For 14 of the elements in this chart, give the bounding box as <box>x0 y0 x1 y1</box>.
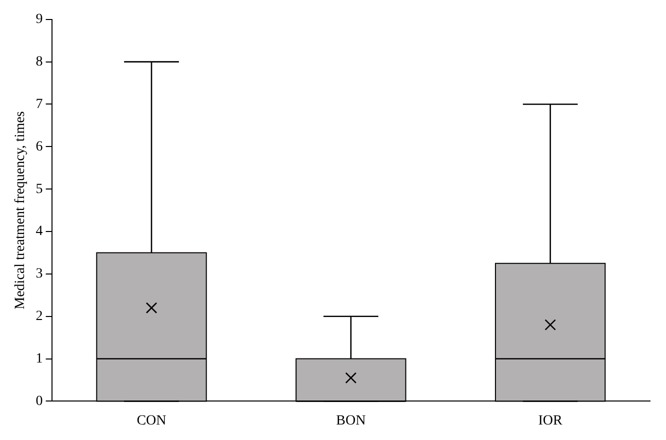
y-tick-label: 7 <box>36 96 43 112</box>
x-tick-label: IOR <box>538 413 564 428</box>
y-tick-label: 0 <box>36 394 43 409</box>
y-axis-title: Medical treatment frequency, times <box>13 111 28 310</box>
x-tick-label: BON <box>336 413 366 428</box>
y-tick-label: 2 <box>36 309 43 324</box>
x-tick-label: CON <box>136 413 166 428</box>
y-tick-label: 6 <box>36 139 43 154</box>
y-tick-label: 4 <box>36 224 43 240</box>
y-tick-label: 8 <box>36 54 43 70</box>
y-tick-label: 5 <box>36 182 43 197</box>
y-tick-label: 9 <box>36 12 43 28</box>
y-tick-label: 1 <box>36 351 43 366</box>
y-tick-label: 3 <box>36 266 43 282</box>
